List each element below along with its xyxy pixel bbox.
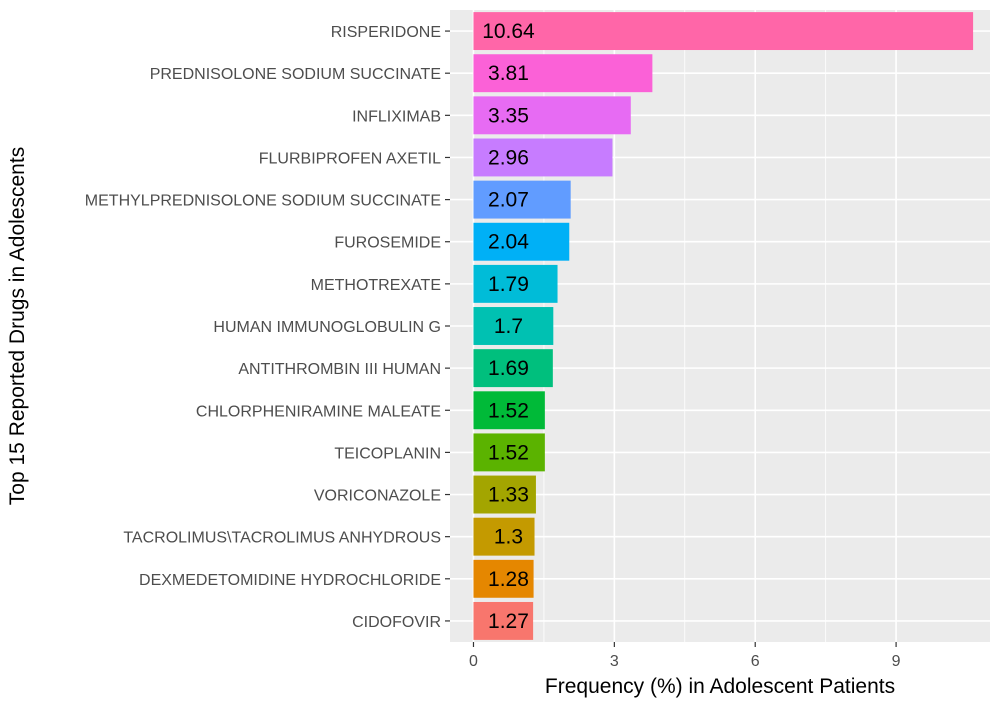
bar-value-label: 1.33	[488, 484, 529, 507]
bars	[473, 12, 974, 640]
bar-value-label: 1.27	[488, 610, 529, 633]
x-tick-label: 6	[751, 653, 760, 670]
bar	[473, 433, 545, 472]
bar	[473, 349, 553, 388]
x-tick-label: 0	[469, 653, 478, 670]
bar	[473, 96, 631, 135]
x-tick-label: 3	[610, 653, 619, 670]
bar	[473, 475, 536, 514]
bar-value-label: 1.79	[488, 273, 529, 296]
y-tick-label: TEICOPLANIN	[334, 445, 441, 462]
bar-value-label: 2.07	[488, 189, 529, 212]
y-tick-label: FLURBIPROFEN AXETIL	[259, 150, 441, 167]
bar	[473, 12, 974, 51]
bar-value-label: 1.7	[494, 315, 523, 338]
bar-value-label: 3.35	[488, 104, 529, 127]
y-tick-label: DEXMEDETOMIDINE HYDROCHLORIDE	[139, 572, 441, 589]
bar-value-label: 1.52	[488, 399, 529, 422]
y-tick-label: VORICONAZOLE	[314, 488, 441, 505]
bar-value-label: 10.64	[482, 20, 535, 43]
bar-value-label: 3.81	[488, 62, 529, 85]
y-tick-label: HUMAN IMMUNOGLOBULIN G	[213, 319, 441, 336]
bar-value-label: 1.3	[494, 526, 523, 549]
x-tick-label: 9	[892, 653, 901, 670]
x-axis-title: Frequency (%) in Adolescent Patients	[545, 675, 895, 698]
y-axis: RISPERIDONE PREDNISOLONE SODIUM SUCCINATE…	[85, 24, 450, 631]
y-tick-label: METHOTREXATE	[311, 277, 441, 294]
bar	[473, 391, 545, 430]
bar	[473, 559, 534, 598]
y-tick-label: INFLIXIMAB	[352, 108, 441, 125]
bar-value-label: 1.69	[488, 357, 529, 380]
bar	[473, 54, 653, 93]
bar-value-label: 2.96	[488, 146, 529, 169]
bar	[473, 180, 571, 219]
bar-value-label: 1.52	[488, 441, 529, 464]
y-axis-title: Top 15 Reported Drugs in Adolescents	[6, 147, 29, 505]
y-tick-label: METHYLPREDNISOLONE SODIUM SUCCINATE	[85, 193, 441, 210]
y-tick-label: CHLORPHENIRAMINE MALEATE	[196, 403, 441, 420]
bar	[473, 307, 554, 345]
bar	[473, 601, 534, 640]
x-axis: 0 3 6 9	[469, 642, 901, 670]
y-tick-label: CIDOFOVIR	[352, 614, 441, 631]
bar	[473, 222, 570, 261]
y-tick-label: ANTITHROMBIN III HUMAN	[238, 361, 441, 378]
y-tick-label: TACROLIMUS\TACROLIMUS ANHYDROUS	[123, 530, 441, 547]
bar	[473, 517, 535, 556]
value-labels: 10.64 3.81 3.35 2.96 2.07 2.04 1.79 1.7 1.69 1.52…	[482, 20, 535, 633]
y-tick-label: FUROSEMIDE	[334, 235, 441, 252]
bar-value-label: 2.04	[488, 231, 529, 254]
y-tick-label: PREDNISOLONE SODIUM SUCCINATE	[150, 66, 441, 83]
y-tick-label: RISPERIDONE	[331, 24, 441, 41]
bar	[473, 264, 558, 303]
bar-value-label: 1.28	[488, 568, 529, 591]
bar	[473, 138, 613, 177]
